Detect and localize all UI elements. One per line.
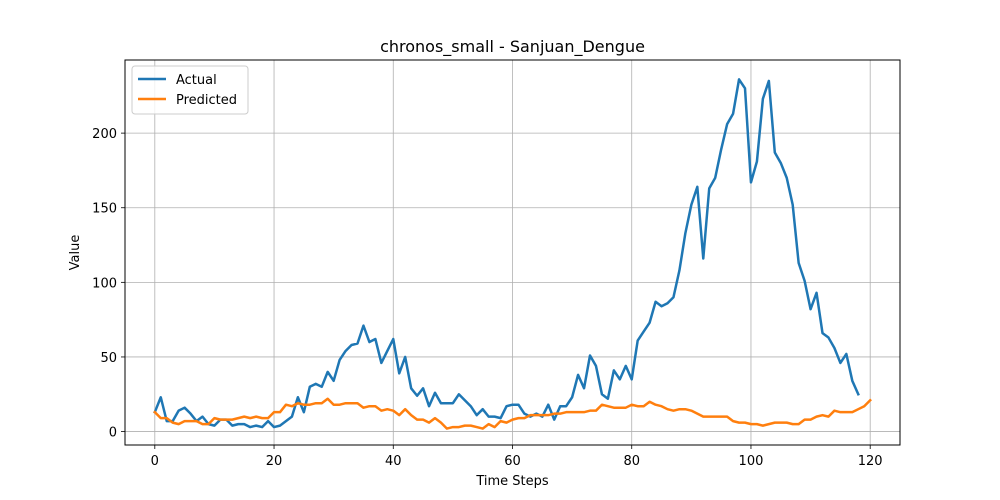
- x-tick-label: 60: [504, 454, 521, 469]
- y-tick-label: 150: [92, 202, 117, 217]
- series-line-actual: [153, 78, 860, 429]
- series-line-predicted: [153, 397, 872, 430]
- x-axis-label: Time Steps: [475, 474, 549, 489]
- x-tick-label: 20: [266, 454, 283, 469]
- y-tick-label: 100: [92, 276, 117, 291]
- grid-lines: [125, 60, 900, 445]
- chart-title: chronos_small - Sanjuan_Dengue: [380, 37, 645, 57]
- axis-ticks: 0 20 40 60 80 100 120 0 50 100 150 200: [92, 127, 882, 469]
- legend-label-actual: Actual: [176, 73, 217, 88]
- legend-label-predicted: Predicted: [176, 93, 237, 108]
- series-lines: [153, 78, 872, 430]
- y-axis-label: Value: [68, 235, 83, 271]
- legend: Actual Predicted: [131, 65, 249, 115]
- y-tick-label: 0: [109, 426, 117, 441]
- x-tick-label: 0: [151, 454, 159, 469]
- x-tick-label: 120: [858, 454, 883, 469]
- x-tick-label: 100: [739, 454, 764, 469]
- y-tick-label: 200: [92, 127, 117, 142]
- x-tick-label: 80: [623, 454, 640, 469]
- y-tick-label: 50: [100, 351, 117, 366]
- x-tick-label: 40: [385, 454, 402, 469]
